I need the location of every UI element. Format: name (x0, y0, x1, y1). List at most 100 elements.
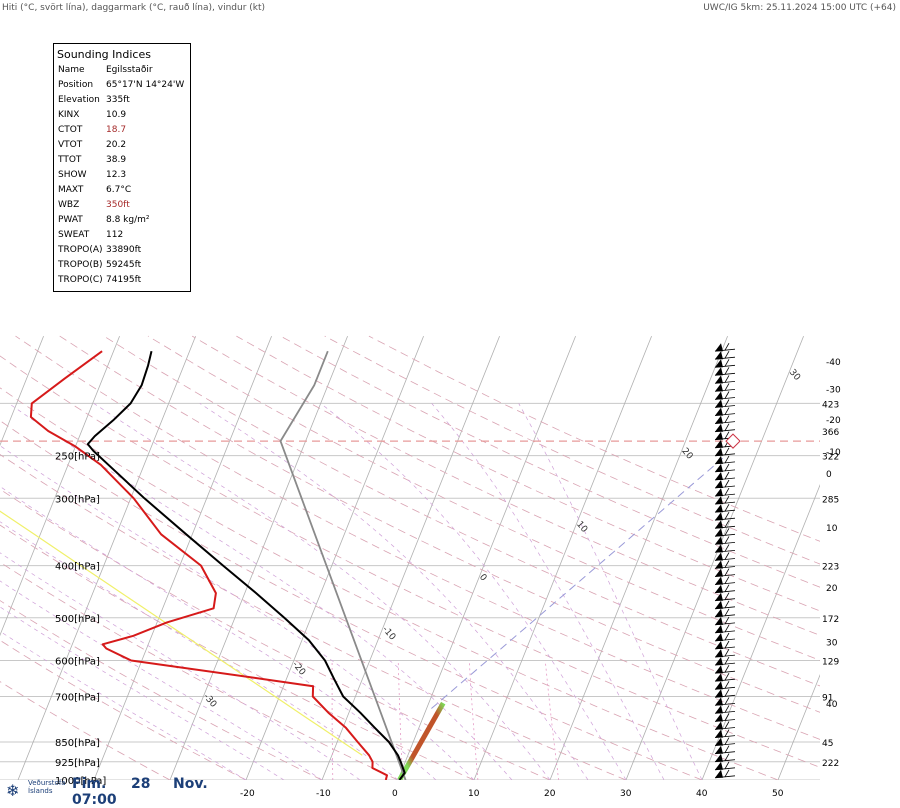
indices-value: 20.2 (106, 140, 127, 150)
indices-value: 38.9 (106, 155, 127, 165)
wind-barb-feather (724, 648, 730, 657)
indices-key: VTOT (58, 140, 83, 150)
wind-barb-feather (724, 423, 730, 431)
wind-barb (714, 769, 736, 779)
wind-barb-feather (724, 632, 730, 641)
moist-adiabat-line (0, 580, 323, 780)
moist-adiabat-line (199, 403, 589, 780)
wind-barb-feather (724, 431, 730, 439)
wind-barb-feather (724, 367, 730, 375)
wind-barb-feather (724, 761, 730, 769)
temp-scale-label: 0 (826, 470, 832, 480)
x-tick-label: 50 (772, 789, 784, 799)
wind-barb-flag (715, 673, 723, 682)
indices-row: TTOT 38.9 (54, 153, 190, 168)
wind-barb (714, 673, 736, 682)
indices-row: VTOT 20.2 (54, 138, 190, 153)
x-tick-label: 10 (468, 789, 480, 799)
wind-barb-flag (715, 472, 723, 480)
isotherm-line (397, 335, 576, 780)
indices-value: 6.7°C (106, 185, 132, 195)
wind-barb-flag (715, 343, 723, 352)
wind-barb-feather (724, 359, 730, 367)
pressure-label: 925[hPa] (55, 758, 100, 769)
wind-barb-flag (715, 423, 723, 432)
header-bar: Hiti (°C, svört lína), daggarmark (°C, r… (0, 0, 900, 16)
dry-adiabat-line (147, 335, 820, 661)
indices-value: 112 (106, 230, 124, 240)
isotherm-line (321, 335, 500, 780)
indices-key: PWAT (58, 215, 83, 225)
indices-value: 8.8 kg/m² (106, 215, 150, 225)
moist-adiabat-line (0, 606, 285, 780)
indices-value: 59245ft (106, 260, 142, 270)
indices-row: CTOT 18.7 (54, 123, 190, 138)
indices-value: 74195ft (106, 275, 142, 285)
wind-barb (714, 721, 736, 730)
wind-barb-feather (724, 737, 730, 745)
indices-value: 33890ft (106, 245, 142, 255)
indices-value: 350ft (106, 200, 130, 210)
wind-barb-flag (715, 375, 723, 384)
wind-barb-flag (715, 641, 723, 649)
wind-barb (714, 343, 736, 352)
wind-barb (714, 640, 736, 650)
temp-scale-label: -20 (826, 416, 841, 426)
indices-key: Elevation (58, 95, 100, 105)
indices-row: PWAT 8.8 kg/m² (54, 213, 190, 228)
wind-barb-feather (724, 576, 730, 584)
wind-barb (714, 689, 736, 698)
wind-barb-feather (724, 705, 730, 713)
mixing-ratio-line (468, 660, 479, 780)
isotherm-line (245, 335, 424, 780)
x-tick-label: -10 (316, 789, 331, 799)
wind-barb-flag (715, 649, 723, 658)
wind-barb-feather (724, 447, 730, 455)
wind-barb-feather (724, 415, 730, 423)
wind-barb-flag (715, 359, 723, 368)
wind-barb-flag (715, 367, 723, 376)
wind-barb-feather (724, 463, 730, 472)
wind-barb-flag (715, 399, 723, 408)
wind-barb-flag (715, 552, 723, 561)
indices-title: Sounding Indices (57, 48, 151, 61)
wind-barb-feather (724, 343, 730, 351)
dry-adiabat-line (236, 335, 820, 612)
wind-barb-feather (724, 753, 730, 761)
wind-barb-flag (715, 705, 723, 714)
wind-barb-feather (724, 745, 730, 753)
indices-key: Name (58, 65, 85, 75)
isotherm-line (625, 335, 804, 780)
wind-barb-feather (724, 697, 730, 705)
pressure-label: 1000[hPa] (55, 776, 106, 787)
wind-barb-flag (715, 439, 723, 448)
wind-barb (714, 737, 736, 746)
dry-adiabat-line (280, 335, 820, 588)
isotherm-line (17, 335, 196, 780)
isotherm-label: -10 (380, 625, 397, 643)
indices-value: 65°17'N 14°24'W (106, 80, 185, 90)
pressure-label: 500[hPa] (55, 614, 100, 625)
indices-key: WBZ (58, 200, 80, 210)
height-label: 223 (822, 563, 839, 573)
wind-barb-feather (724, 471, 730, 480)
wind-barb-feather (724, 399, 730, 407)
temp-scale-label: -30 (826, 386, 841, 396)
wind-barb (714, 656, 736, 666)
wind-barb-feather (724, 455, 730, 464)
wind-barb-flag (715, 480, 723, 488)
wind-barb-flag (715, 689, 723, 698)
moist-adiabat-line (0, 630, 247, 780)
dry-adiabat-line (0, 387, 779, 780)
dry-adiabat-line (191, 335, 820, 636)
wind-barb-feather (724, 528, 730, 536)
indices-row: Name Egilsstaðir (54, 63, 190, 78)
dry-adiabat-line (103, 335, 820, 687)
height-label: 91 (822, 694, 833, 704)
wind-barb (714, 463, 736, 473)
dry-adiabat-line (0, 454, 627, 780)
wind-barb-feather (724, 351, 730, 359)
isotherm-line (549, 335, 728, 780)
forecast-month: Nov. (173, 776, 208, 792)
wind-barb-flag (715, 383, 723, 392)
